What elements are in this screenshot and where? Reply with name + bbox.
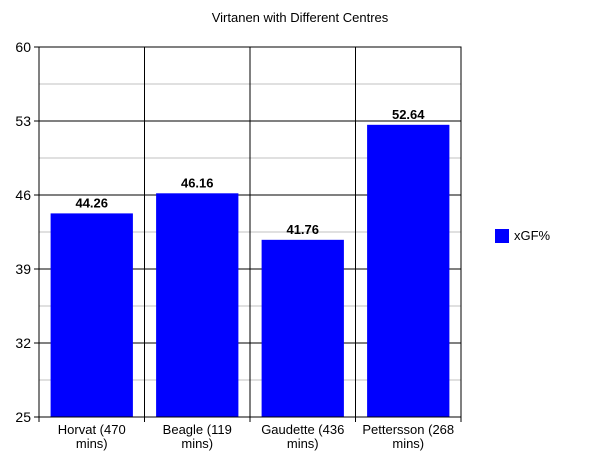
y-tick-label: 32 [15, 335, 31, 351]
data-labels: 44.26 46.16 41.76 52.64 [75, 107, 425, 237]
legend-label: xGF% [514, 228, 551, 243]
bar [156, 193, 239, 417]
axes [38, 46, 462, 422]
bar [50, 213, 133, 417]
x-category-label: Beagle (119 mins) [163, 422, 232, 451]
legend: xGF% [495, 228, 550, 243]
y-tick-label: 60 [15, 39, 31, 55]
data-label: 44.26 [75, 195, 108, 210]
bars [50, 124, 450, 417]
y-tick-label: 53 [15, 113, 31, 129]
x-category-labels: Horvat (470 mins) Beagle (119 mins) Gaudette… [58, 422, 454, 451]
y-tick-labels: 25 32 39 46 53 60 [15, 39, 31, 425]
x-category-label: Gaudette (436 mins) [261, 422, 344, 451]
data-label: 46.16 [181, 175, 214, 190]
bar [367, 124, 450, 417]
y-tick-label: 25 [15, 409, 31, 425]
data-label: 41.76 [286, 222, 319, 237]
data-label: 52.64 [392, 107, 425, 122]
y-tick-label: 46 [15, 187, 31, 203]
x-category-label: Horvat (470 mins) [58, 422, 126, 451]
bar [261, 239, 344, 417]
y-tick-label: 39 [15, 261, 31, 277]
chart-title: Virtanen with Different Centres [211, 10, 389, 25]
legend-swatch [495, 228, 509, 243]
x-category-label: Pettersson (268 mins) [362, 422, 454, 451]
